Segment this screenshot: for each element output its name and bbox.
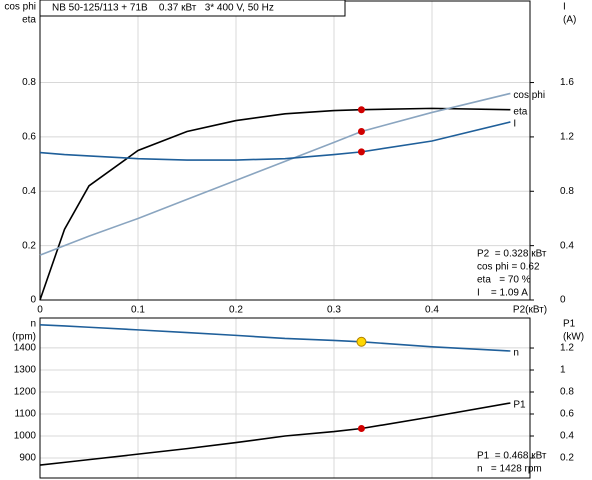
y2-tick-label: 0.2 <box>560 453 574 464</box>
readout: P2 = 0.328 кВт <box>477 249 547 260</box>
x-tick-label: 0.1 <box>131 305 145 316</box>
y-axis-label: (rpm) <box>12 332 36 343</box>
y-tick-label: 1000 <box>14 431 37 442</box>
plot-frame <box>39 317 531 479</box>
y2-axis-label: P1 <box>563 319 576 330</box>
y-axis-label: cos phi <box>4 2 36 13</box>
duty-point <box>357 148 365 156</box>
title-box <box>39 0 346 17</box>
readout: P1 = 0.468 кВт <box>477 451 547 462</box>
duty-point <box>357 425 365 433</box>
curve-label: n <box>513 348 519 359</box>
x-tick-label: 0.4 <box>425 305 439 316</box>
curve <box>39 92 511 256</box>
y-axis-label: n <box>30 319 36 330</box>
y-tick-label: 900 <box>19 453 36 464</box>
duty-point <box>356 336 367 347</box>
x-axis-label: P2(кВт) <box>513 305 547 316</box>
y2-tick-label: 0.8 <box>560 186 574 197</box>
y-axis-label: eta <box>22 15 36 26</box>
y2-tick-label: 1.6 <box>560 77 574 88</box>
curve-label: I <box>513 119 516 130</box>
curve <box>39 107 511 301</box>
plot-frame <box>39 0 531 301</box>
y-tick-label: 0.8 <box>22 77 36 88</box>
curve <box>39 402 511 466</box>
duty-point <box>357 127 365 135</box>
y-tick-label: 1300 <box>14 365 37 376</box>
y2-tick-label: 0.4 <box>560 240 574 251</box>
y-tick-label: 0.2 <box>22 240 36 251</box>
curve-label: P1 <box>513 400 526 411</box>
y-tick-label: 1100 <box>14 409 36 420</box>
curve-label: eta <box>513 106 527 117</box>
y2-tick-label: 1.2 <box>560 132 574 143</box>
y-tick-label: 1200 <box>14 387 37 398</box>
chart-title: NB 50-125/113 + 71B 0.37 кВт 3* 400 V, 5… <box>52 3 274 14</box>
y2-tick-label: 0.4 <box>560 431 574 442</box>
y-tick-label: 0.4 <box>22 186 36 197</box>
y-tick-label: 0.6 <box>22 132 36 143</box>
y-tick-label: 0 <box>30 295 36 306</box>
x-tick-label: 0.3 <box>327 305 341 316</box>
readout: eta = 70 % <box>477 275 531 286</box>
y2-axis-label: (kW) <box>563 332 584 343</box>
y2-tick-label: 1 <box>560 365 566 376</box>
duty-point <box>357 106 365 114</box>
y2-tick-label: 0.6 <box>560 409 574 420</box>
x-tick-label: 0 <box>37 305 43 316</box>
curve-label: cos phi <box>513 90 545 101</box>
readout: cos phi = 0.62 <box>477 262 540 273</box>
y2-axis-label: (A) <box>563 15 576 26</box>
curve <box>39 121 511 161</box>
y2-tick-label: 1.2 <box>560 343 574 354</box>
readout: I = 1.09 A <box>477 288 528 299</box>
y2-tick-label: 0.8 <box>560 387 574 398</box>
curve <box>39 324 511 352</box>
y2-axis-label: I <box>563 2 566 13</box>
readout: n = 1428 rpm <box>477 464 542 475</box>
y2-tick-label: 0 <box>560 295 566 306</box>
y-tick-label: 1400 <box>14 343 37 354</box>
x-tick-label: 0.2 <box>229 305 243 316</box>
